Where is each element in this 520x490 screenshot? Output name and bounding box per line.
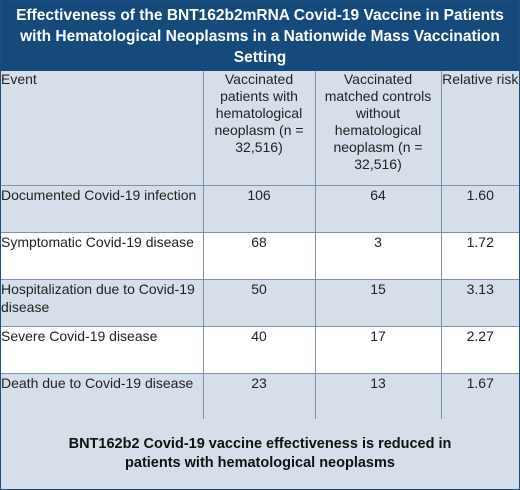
- page-title: Effectiveness of the BNT162b2mRNA Covid-…: [16, 6, 504, 66]
- patients-cell: 50: [203, 279, 316, 327]
- title-banner: Effectiveness of the BNT162b2mRNA Covid-…: [1, 1, 519, 71]
- table-row: Documented Covid-19 infection 106 64 1.6…: [1, 185, 519, 233]
- relative-risk-cell: 1.72: [441, 232, 519, 280]
- relative-risk-cell: 3.13: [441, 279, 519, 327]
- column-header-relative-risk: Relative risk: [441, 71, 519, 186]
- relative-risk-cell: 1.60: [441, 185, 519, 233]
- table-row: Symptomatic Covid-19 disease 68 3 1.72: [1, 232, 519, 280]
- event-cell: Symptomatic Covid-19 disease: [1, 232, 204, 280]
- controls-cell: 3: [315, 232, 442, 280]
- controls-cell: 17: [315, 326, 442, 374]
- column-header-patients: Vaccinated patients with hematological n…: [203, 71, 316, 186]
- table-row: Severe Covid-19 disease 40 17 2.27: [1, 326, 519, 374]
- conclusion-text: BNT162b2 Covid-19 vaccine effectiveness …: [68, 436, 452, 471]
- patients-cell: 23: [203, 373, 316, 421]
- results-table: Event Vaccinated patients with hematolog…: [1, 71, 519, 421]
- event-cell: Documented Covid-19 infection: [1, 185, 204, 233]
- event-cell: Death due to Covid-19 disease: [1, 373, 204, 421]
- conclusion-banner: BNT162b2 Covid-19 vaccine effectiveness …: [1, 419, 519, 489]
- patients-cell: 68: [203, 232, 316, 280]
- relative-risk-cell: 2.27: [441, 326, 519, 374]
- patients-cell: 40: [203, 326, 316, 374]
- controls-cell: 64: [315, 185, 442, 233]
- column-header-event: Event: [1, 71, 204, 186]
- column-header-controls: Vaccinated matched controls without hema…: [315, 71, 442, 186]
- relative-risk-cell: 1.67: [441, 373, 519, 421]
- controls-cell: 13: [315, 373, 442, 421]
- table-header-row: Event Vaccinated patients with hematolog…: [1, 71, 519, 186]
- controls-cell: 15: [315, 279, 442, 327]
- patients-cell: 106: [203, 185, 316, 233]
- table-row: Death due to Covid-19 disease 23 13 1.67: [1, 373, 519, 421]
- event-cell: Hospitalization due to Covid-19 disease: [1, 279, 204, 327]
- table-row: Hospitalization due to Covid-19 disease …: [1, 279, 519, 327]
- event-cell: Severe Covid-19 disease: [1, 326, 204, 374]
